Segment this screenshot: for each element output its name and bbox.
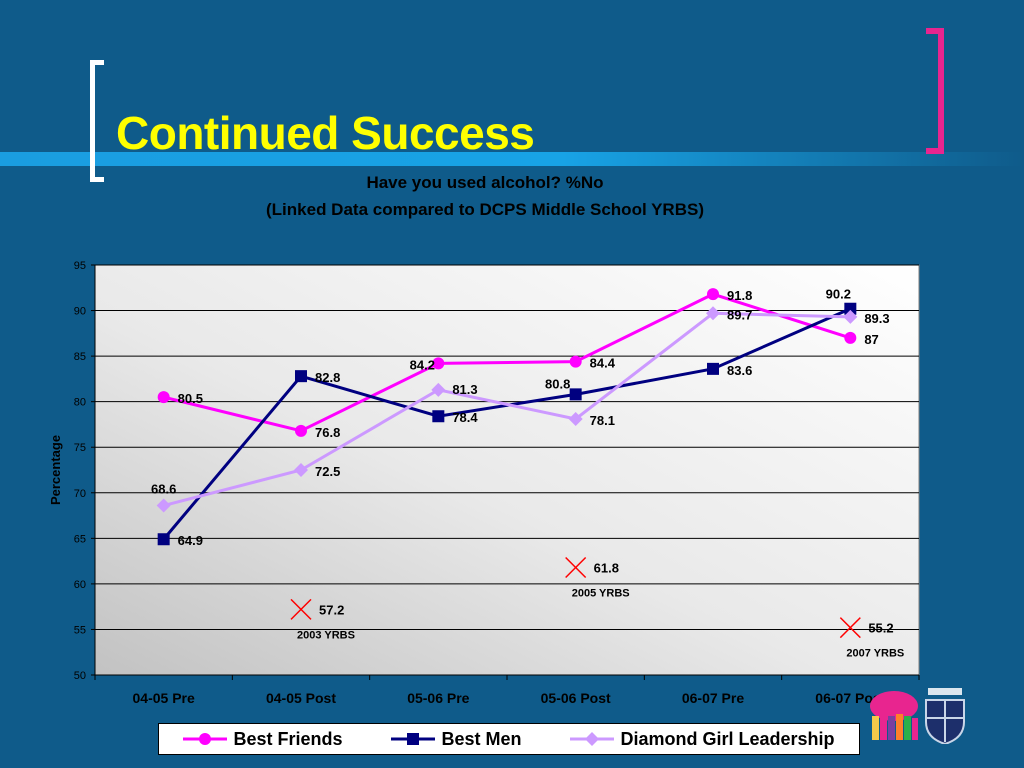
data-label: 72.5	[315, 464, 340, 479]
data-point	[156, 498, 171, 513]
y-tick-label: 70	[74, 488, 86, 500]
y-tick-label: 80	[74, 397, 86, 409]
data-point	[432, 357, 445, 370]
x-marker-icon	[290, 598, 312, 620]
x-tick-label: 06-07 Post	[815, 690, 885, 706]
annotation-value: 61.8	[594, 560, 619, 575]
slide-title: Continued Success	[116, 107, 535, 159]
y-tick-label: 85	[74, 351, 86, 363]
y-tick-label: 75	[74, 442, 86, 454]
data-point	[568, 411, 583, 426]
data-label: 76.8	[315, 425, 340, 440]
x-tick-label: 04-05 Post	[266, 690, 336, 706]
y-tick-label: 60	[74, 579, 86, 591]
data-label: 84.2	[410, 357, 435, 372]
diamond-marker-icon	[570, 732, 615, 746]
best-men-logo	[925, 688, 965, 744]
legend-label-best-men: Best Men	[441, 728, 522, 749]
annotation-note: 2005 YRBS	[572, 587, 630, 599]
series-line	[163, 311, 851, 507]
data-point	[157, 391, 170, 404]
annotation-value: 57.2	[319, 602, 344, 617]
data-label: 82.8	[315, 370, 340, 385]
x-marker-icon	[839, 617, 861, 639]
data-point	[843, 309, 858, 324]
series-line	[163, 292, 851, 433]
y-tick-label: 95	[74, 260, 86, 272]
legend-item-diamond-girl: Diamond Girl Leadership	[570, 728, 835, 750]
data-label: 84.4	[590, 356, 616, 371]
y-tick-label: 55	[74, 624, 86, 636]
data-point	[432, 410, 445, 423]
annotation-value: 55.2	[868, 621, 893, 636]
data-point	[294, 463, 308, 477]
data-point	[295, 424, 307, 437]
x-tick-label: 05-06 Post	[541, 690, 611, 706]
data-label: 78.4	[452, 410, 478, 425]
y-axis-label: Percentage	[48, 435, 63, 505]
data-point	[707, 362, 719, 375]
circle-marker-icon	[183, 733, 228, 745]
y-tick-label: 50	[74, 670, 86, 682]
chart-legend: Best Friends Best Men Diamond Girl Leade…	[158, 723, 860, 755]
left-bracket-decoration	[90, 60, 104, 182]
data-point	[569, 355, 582, 368]
legend-label-best-friends: Best Friends	[233, 728, 343, 749]
data-point	[844, 302, 857, 315]
data-label: 89.3	[864, 311, 889, 326]
square-marker-icon	[391, 733, 436, 745]
title-accent-stripe	[0, 152, 1024, 166]
annotation-note: 2007 YRBS	[846, 648, 904, 660]
right-bracket-decoration	[926, 28, 944, 154]
data-label: 81.3	[452, 382, 477, 397]
data-point	[295, 370, 307, 383]
data-point	[844, 331, 857, 344]
x-tick-label: 06-07 Pre	[682, 690, 744, 706]
plot-area	[94, 264, 920, 676]
x-tick-label: 05-06 Pre	[407, 690, 469, 706]
best-friends-logo	[870, 691, 918, 740]
x-marker-icon	[565, 556, 587, 579]
data-point	[706, 306, 720, 321]
y-tick-label: 65	[74, 533, 86, 545]
data-point	[431, 382, 446, 397]
x-tick-label: 04-05 Pre	[133, 690, 195, 706]
chart-subtitle: (Linked Data compared to DCPS Middle Sch…	[266, 200, 704, 219]
chart-title: Have you used alcohol? %No	[366, 173, 604, 192]
legend-item-best-men: Best Men	[391, 728, 522, 750]
annotation-note: 2003 YRBS	[297, 629, 355, 641]
data-label: 83.6	[727, 363, 752, 378]
data-point	[569, 388, 582, 401]
data-label: 87	[864, 332, 878, 347]
legend-label-diamond-girl: Diamond Girl Leadership	[620, 728, 835, 749]
data-label: 80.8	[545, 376, 570, 391]
data-label: 68.6	[151, 482, 176, 497]
legend-item-best-friends: Best Friends	[183, 728, 343, 750]
data-label: 80.5	[178, 391, 203, 406]
y-tick-label: 90	[74, 306, 86, 318]
data-label: 90.2	[826, 287, 851, 302]
data-label: 78.1	[590, 413, 615, 428]
data-point	[157, 533, 170, 546]
data-label: 91.8	[727, 288, 752, 303]
data-label: 64.9	[178, 533, 203, 548]
data-point	[707, 288, 719, 301]
data-label: 89.7	[727, 307, 752, 322]
